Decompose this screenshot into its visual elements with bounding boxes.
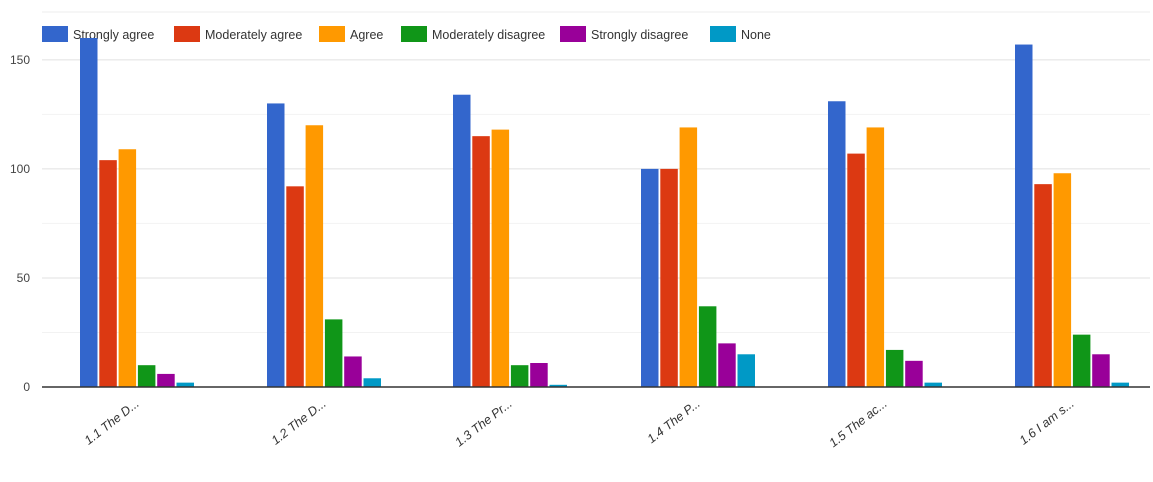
bar[interactable] — [99, 160, 117, 387]
x-tick-label: 1.5 The ac... — [826, 396, 889, 450]
legend-item[interactable]: Moderately agree — [174, 26, 302, 42]
bar[interactable] — [137, 365, 156, 387]
x-tick-label: 1.2 The D... — [269, 396, 329, 447]
bar[interactable] — [698, 306, 717, 387]
bars — [80, 38, 1130, 388]
legend-label: Strongly disagree — [591, 28, 688, 42]
bar[interactable] — [1034, 184, 1052, 387]
legend-swatch — [174, 26, 200, 42]
bar[interactable] — [1072, 334, 1091, 387]
bar[interactable] — [549, 384, 568, 387]
bar[interactable] — [176, 382, 195, 387]
legend-swatch — [42, 26, 68, 42]
legend-item[interactable]: Strongly agree — [42, 26, 154, 42]
legend-item[interactable]: Agree — [319, 26, 383, 42]
bar[interactable] — [118, 149, 137, 387]
legend-label: Moderately agree — [205, 28, 302, 42]
bar[interactable] — [641, 168, 659, 387]
bar[interactable] — [286, 186, 304, 387]
bar[interactable] — [1053, 173, 1072, 387]
legend-label: Moderately disagree — [432, 28, 545, 42]
bar[interactable] — [866, 127, 885, 388]
bar[interactable] — [453, 94, 471, 388]
y-tick-label: 150 — [10, 53, 30, 67]
gridlines — [42, 11, 1150, 333]
bar[interactable] — [905, 360, 923, 387]
bar[interactable] — [924, 382, 943, 387]
bar[interactable] — [885, 349, 904, 387]
bar[interactable] — [660, 168, 678, 387]
legend-swatch — [401, 26, 427, 42]
y-tick-label: 50 — [17, 271, 31, 285]
bar[interactable] — [1111, 382, 1130, 387]
legend-label: Agree — [350, 28, 383, 42]
axes: 0 50 100 150 1.1 The D... 1.2 The D... 1.3 The… — [10, 53, 1150, 450]
bar[interactable] — [491, 129, 510, 388]
x-tick-label: 1.3 The Pr... — [452, 396, 514, 449]
bar[interactable] — [363, 378, 382, 387]
legend-label: None — [741, 28, 771, 42]
y-tick-label: 100 — [10, 162, 30, 176]
bar[interactable] — [157, 373, 175, 387]
bar[interactable] — [80, 38, 98, 387]
bar[interactable] — [737, 354, 756, 387]
bar[interactable] — [718, 343, 736, 387]
legend-item[interactable]: Moderately disagree — [401, 26, 545, 42]
bar[interactable] — [324, 319, 343, 387]
y-tick-label: 0 — [23, 380, 30, 394]
legend-swatch — [710, 26, 736, 42]
x-tick-label: 1.6 I am s... — [1017, 396, 1077, 447]
bar[interactable] — [530, 363, 548, 387]
bar[interactable] — [305, 125, 324, 387]
legend-swatch — [560, 26, 586, 42]
x-tick-label: 1.1 The D... — [82, 396, 142, 447]
legend-item[interactable]: None — [710, 26, 771, 42]
bar[interactable] — [1092, 354, 1110, 387]
legend: Strongly agree Moderately agree Agree Moder… — [42, 26, 771, 42]
bar[interactable] — [510, 365, 529, 387]
x-tick-label: 1.4 The P... — [645, 396, 703, 446]
bar[interactable] — [847, 153, 865, 387]
bar[interactable] — [344, 356, 362, 387]
bar[interactable] — [679, 127, 698, 388]
bar[interactable] — [472, 136, 490, 387]
legend-item[interactable]: Strongly disagree — [560, 26, 688, 42]
legend-swatch — [319, 26, 345, 42]
bar[interactable] — [267, 103, 285, 387]
bar[interactable] — [1015, 44, 1033, 387]
bar[interactable] — [828, 101, 846, 387]
